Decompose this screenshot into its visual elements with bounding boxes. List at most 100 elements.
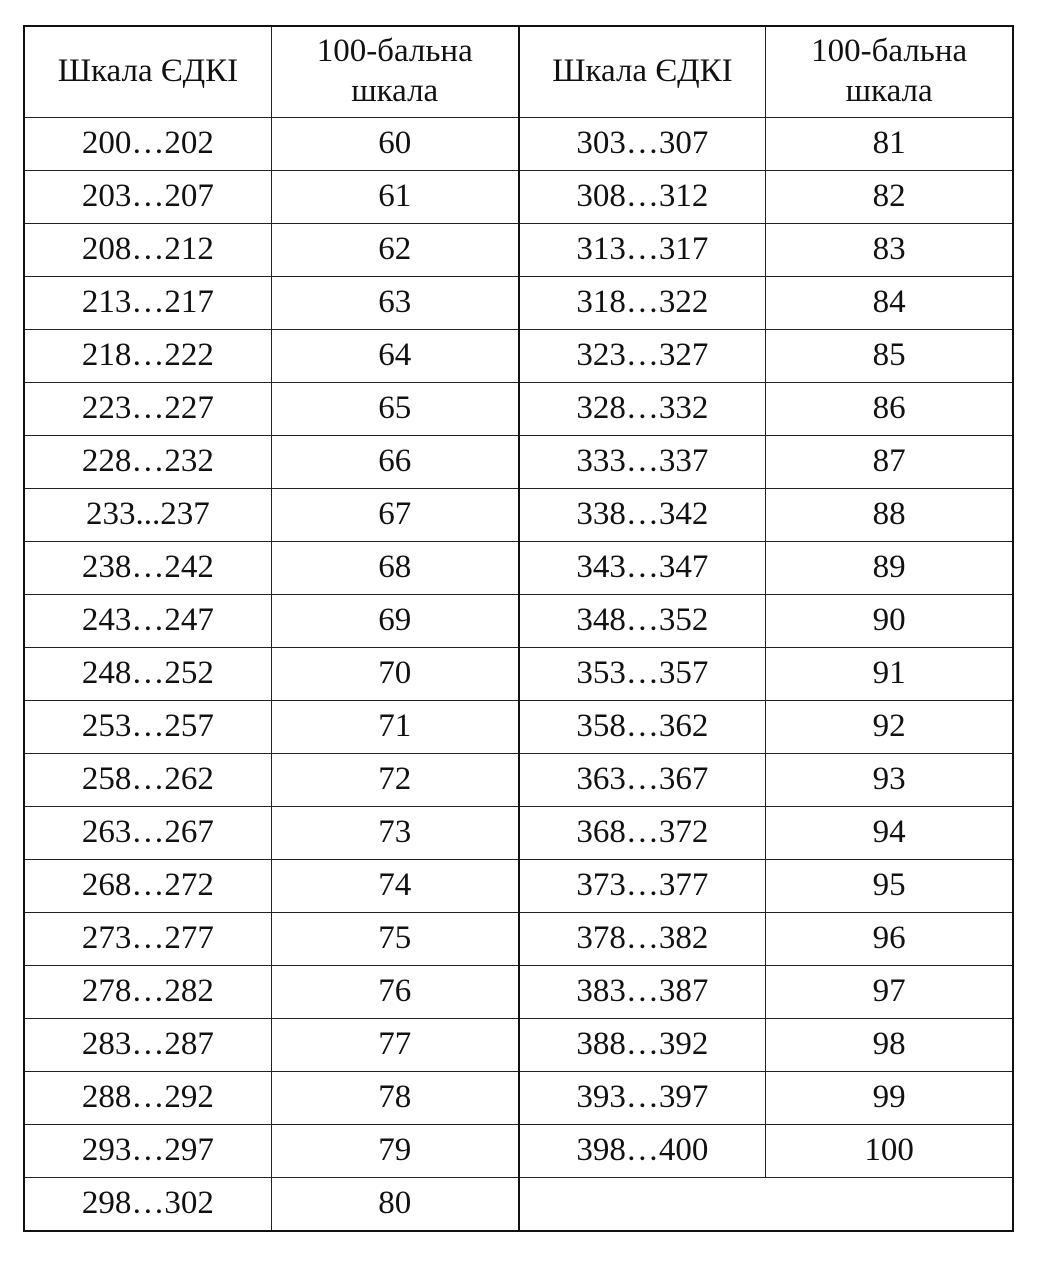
edki-range-cell: 383…387 bbox=[518, 965, 767, 1019]
edki-range-cell: 313…317 bbox=[518, 223, 767, 277]
score-cell: 99 bbox=[765, 1071, 1014, 1125]
edki-range-cell: 268…272 bbox=[23, 859, 272, 913]
score-cell: 76 bbox=[270, 965, 520, 1019]
table-row: 283…287 77 388…392 98 bbox=[23, 1018, 1014, 1072]
edki-range-cell: 248…252 bbox=[23, 647, 272, 701]
edki-range-cell: 223…227 bbox=[23, 382, 272, 436]
edki-range-cell: 378…382 bbox=[518, 912, 767, 966]
edki-range-cell: 218…222 bbox=[23, 329, 272, 383]
edki-range-cell: 388…392 bbox=[518, 1018, 767, 1072]
score-cell: 67 bbox=[270, 488, 520, 542]
score-cell: 83 bbox=[765, 223, 1014, 277]
score-cell: 70 bbox=[270, 647, 520, 701]
edki-range-cell: 253…257 bbox=[23, 700, 272, 754]
score-cell: 60 bbox=[270, 117, 520, 171]
score-cell: 61 bbox=[270, 170, 520, 224]
table-row: 293…297 79 398…400 100 bbox=[23, 1124, 1014, 1178]
table-row: 268…272 74 373…377 95 bbox=[23, 859, 1014, 913]
edki-range-cell: 293…297 bbox=[23, 1124, 272, 1178]
edki-range-cell: 298…302 bbox=[23, 1177, 272, 1232]
score-cell: 98 bbox=[765, 1018, 1014, 1072]
score-cell: 97 bbox=[765, 965, 1014, 1019]
edki-range-cell: 373…377 bbox=[518, 859, 767, 913]
table-row: 200…202 60 303…307 81 bbox=[23, 117, 1014, 171]
edki-range-cell: 233...237 bbox=[23, 488, 272, 542]
edki-range-cell: 213…217 bbox=[23, 276, 272, 330]
edki-range-cell: 348…352 bbox=[518, 594, 767, 648]
score-cell: 89 bbox=[765, 541, 1014, 595]
score-cell: 96 bbox=[765, 912, 1014, 966]
table-row: 288…292 78 393…397 99 bbox=[23, 1071, 1014, 1125]
table-row: 278…282 76 383…387 97 bbox=[23, 965, 1014, 1019]
table-row: 253…257 71 358…362 92 bbox=[23, 700, 1014, 754]
table-row: 263…267 73 368…372 94 bbox=[23, 806, 1014, 860]
score-cell: 66 bbox=[270, 435, 520, 489]
score-cell: 94 bbox=[765, 806, 1014, 860]
table-row: 238…242 68 343…347 89 bbox=[23, 541, 1014, 595]
score-cell: 84 bbox=[765, 276, 1014, 330]
table-row: 208…212 62 313…317 83 bbox=[23, 223, 1014, 277]
edki-range-cell: 200…202 bbox=[23, 117, 272, 171]
table-row: 223…227 65 328…332 86 bbox=[23, 382, 1014, 436]
score-cell: 80 bbox=[270, 1177, 520, 1232]
score-cell: 90 bbox=[765, 594, 1014, 648]
score-cell: 68 bbox=[270, 541, 520, 595]
edki-range-cell: 358…362 bbox=[518, 700, 767, 754]
edki-range-cell: 303…307 bbox=[518, 117, 767, 171]
edki-range-cell: 263…267 bbox=[23, 806, 272, 860]
score-cell: 64 bbox=[270, 329, 520, 383]
edki-range-cell: 288…292 bbox=[23, 1071, 272, 1125]
header-100-point-scale: 100-бальна шкала bbox=[270, 25, 520, 118]
score-cell: 100 bbox=[765, 1124, 1014, 1178]
score-cell: 75 bbox=[270, 912, 520, 966]
edki-range-cell: 398…400 bbox=[518, 1124, 767, 1178]
score-cell: 71 bbox=[270, 700, 520, 754]
score-cell: 63 bbox=[270, 276, 520, 330]
edki-range-cell: 318…322 bbox=[518, 276, 767, 330]
edki-range-cell: 333…337 bbox=[518, 435, 767, 489]
table-row: 233...237 67 338…342 88 bbox=[23, 488, 1014, 542]
score-cell: 69 bbox=[270, 594, 520, 648]
edki-range-cell: 368…372 bbox=[518, 806, 767, 860]
table-row: 218…222 64 323…327 85 bbox=[23, 329, 1014, 383]
score-cell: 74 bbox=[270, 859, 520, 913]
score-cell: 86 bbox=[765, 382, 1014, 436]
score-cell: 62 bbox=[270, 223, 520, 277]
score-cell: 72 bbox=[270, 753, 520, 807]
table-row: 203…207 61 308…312 82 bbox=[23, 170, 1014, 224]
table-row: 273…277 75 378…382 96 bbox=[23, 912, 1014, 966]
empty-cell bbox=[518, 1177, 1014, 1232]
edki-range-cell: 283…287 bbox=[23, 1018, 272, 1072]
score-cell: 78 bbox=[270, 1071, 520, 1125]
score-cell: 93 bbox=[765, 753, 1014, 807]
score-cell: 85 bbox=[765, 329, 1014, 383]
table-row: 228…232 66 333…337 87 bbox=[23, 435, 1014, 489]
edki-range-cell: 323…327 bbox=[518, 329, 767, 383]
score-cell: 81 bbox=[765, 117, 1014, 171]
score-cell: 91 bbox=[765, 647, 1014, 701]
header-edki-scale: Шкала ЄДКІ bbox=[518, 25, 767, 118]
header-row: Шкала ЄДКІ 100-бальна шкала Шкала ЄДКІ 1… bbox=[23, 25, 1014, 118]
edki-range-cell: 353…357 bbox=[518, 647, 767, 701]
edki-range-cell: 203…207 bbox=[23, 170, 272, 224]
table-row: 213…217 63 318…322 84 bbox=[23, 276, 1014, 330]
score-cell: 88 bbox=[765, 488, 1014, 542]
table-row: 243…247 69 348…352 90 bbox=[23, 594, 1014, 648]
score-cell: 79 bbox=[270, 1124, 520, 1178]
edki-range-cell: 238…242 bbox=[23, 541, 272, 595]
edki-range-cell: 208…212 bbox=[23, 223, 272, 277]
edki-range-cell: 328…332 bbox=[518, 382, 767, 436]
edki-range-cell: 243…247 bbox=[23, 594, 272, 648]
score-cell: 92 bbox=[765, 700, 1014, 754]
edki-range-cell: 363…367 bbox=[518, 753, 767, 807]
score-cell: 73 bbox=[270, 806, 520, 860]
score-cell: 82 bbox=[765, 170, 1014, 224]
edki-range-cell: 338…342 bbox=[518, 488, 767, 542]
header-100-point-scale: 100-бальна шкала bbox=[765, 25, 1014, 118]
table-row: 258…262 72 363…367 93 bbox=[23, 753, 1014, 807]
edki-range-cell: 258…262 bbox=[23, 753, 272, 807]
edki-range-cell: 343…347 bbox=[518, 541, 767, 595]
edki-range-cell: 278…282 bbox=[23, 965, 272, 1019]
edki-range-cell: 273…277 bbox=[23, 912, 272, 966]
edki-range-cell: 228…232 bbox=[23, 435, 272, 489]
